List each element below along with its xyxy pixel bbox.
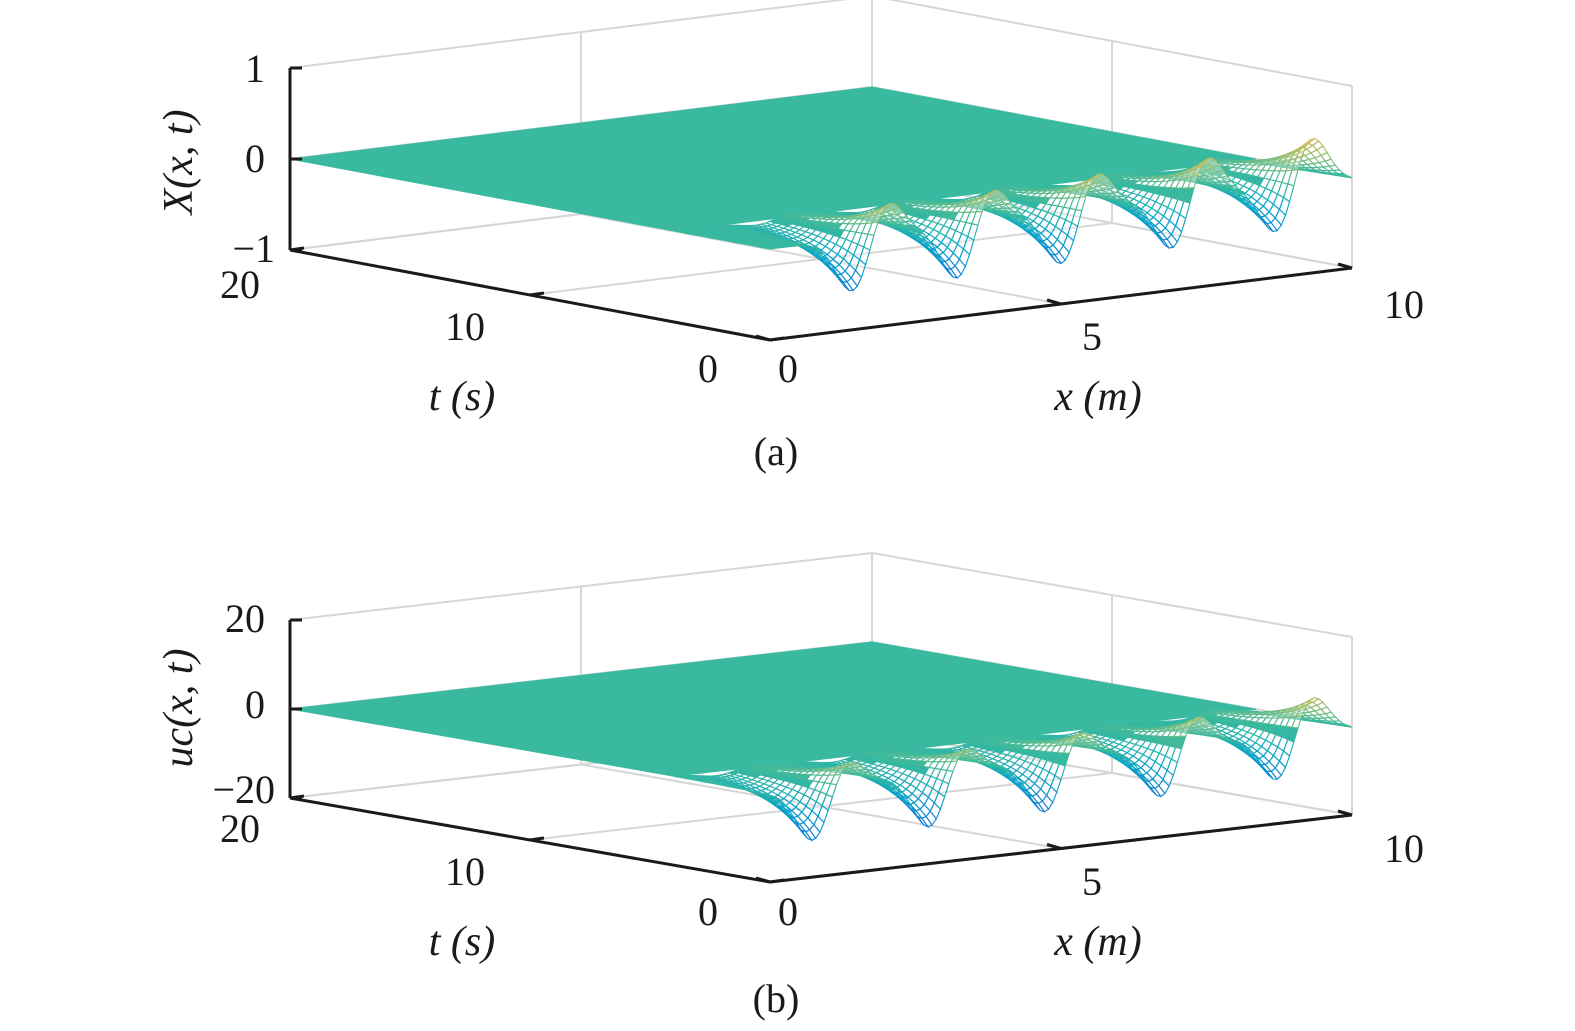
x-axis-tick (1046, 298, 1062, 306)
z-axis-label-a: X(x, t) (156, 110, 202, 217)
x-axis-label-b: x (m) (1053, 919, 1141, 965)
x-axis-tick (1337, 262, 1353, 270)
t-tick-a-20: 20 (220, 262, 260, 307)
x-tick-b-10: 10 (1384, 826, 1424, 871)
x-axis-tick (755, 334, 771, 342)
t-axis-label-b: t (s) (429, 919, 496, 965)
x-axis-tick (1337, 809, 1353, 817)
t-tick-a-10: 10 (445, 304, 485, 349)
caption-b: (b) (753, 976, 800, 1021)
surface-plane (289, 86, 1257, 232)
t-tick-b-20: 20 (220, 806, 260, 851)
z-tick-b-mid: 0 (245, 682, 265, 727)
grid-line (887, 0, 1353, 87)
x-axis-tick (1046, 843, 1062, 850)
x-tick-b-5: 5 (1082, 859, 1102, 904)
t-axis-tick (289, 246, 305, 252)
x-axis-label-a: x (m) (1053, 374, 1141, 420)
x-tick-b-0: 0 (778, 889, 798, 934)
t-axis-label-a: t (s) (429, 374, 496, 420)
t-tick-b-0: 0 (698, 889, 718, 934)
x-tick-a-5: 5 (1082, 314, 1102, 359)
t-tick-a-0: 0 (698, 346, 718, 391)
chart-panel-b: 20 0 −20 20 10 0 0 5 10 t (s) x (m) uc(x… (156, 552, 1424, 1021)
grid-line (289, 0, 848, 69)
x-tick-a-10: 10 (1384, 282, 1424, 327)
surface-mesh-b (289, 641, 1353, 842)
x-tick-a-0: 0 (778, 346, 798, 391)
surface-mesh-a (289, 86, 1353, 292)
z-axis-label-b: uc(x, t) (156, 649, 202, 768)
z-tick-b-top: 20 (225, 596, 265, 641)
t-axis-tick (529, 291, 545, 297)
caption-a: (a) (754, 429, 798, 474)
z-tick-a-mid: 0 (245, 136, 265, 181)
t-axis-tick (289, 794, 305, 800)
z-tick-a-top: 1 (245, 46, 265, 91)
chart-panel-a: 1 0 −1 20 10 0 0 5 10 t (s) x (m) X(x, t… (156, 0, 1424, 474)
t-tick-b-10: 10 (445, 849, 485, 894)
t-axis-tick (529, 836, 545, 842)
